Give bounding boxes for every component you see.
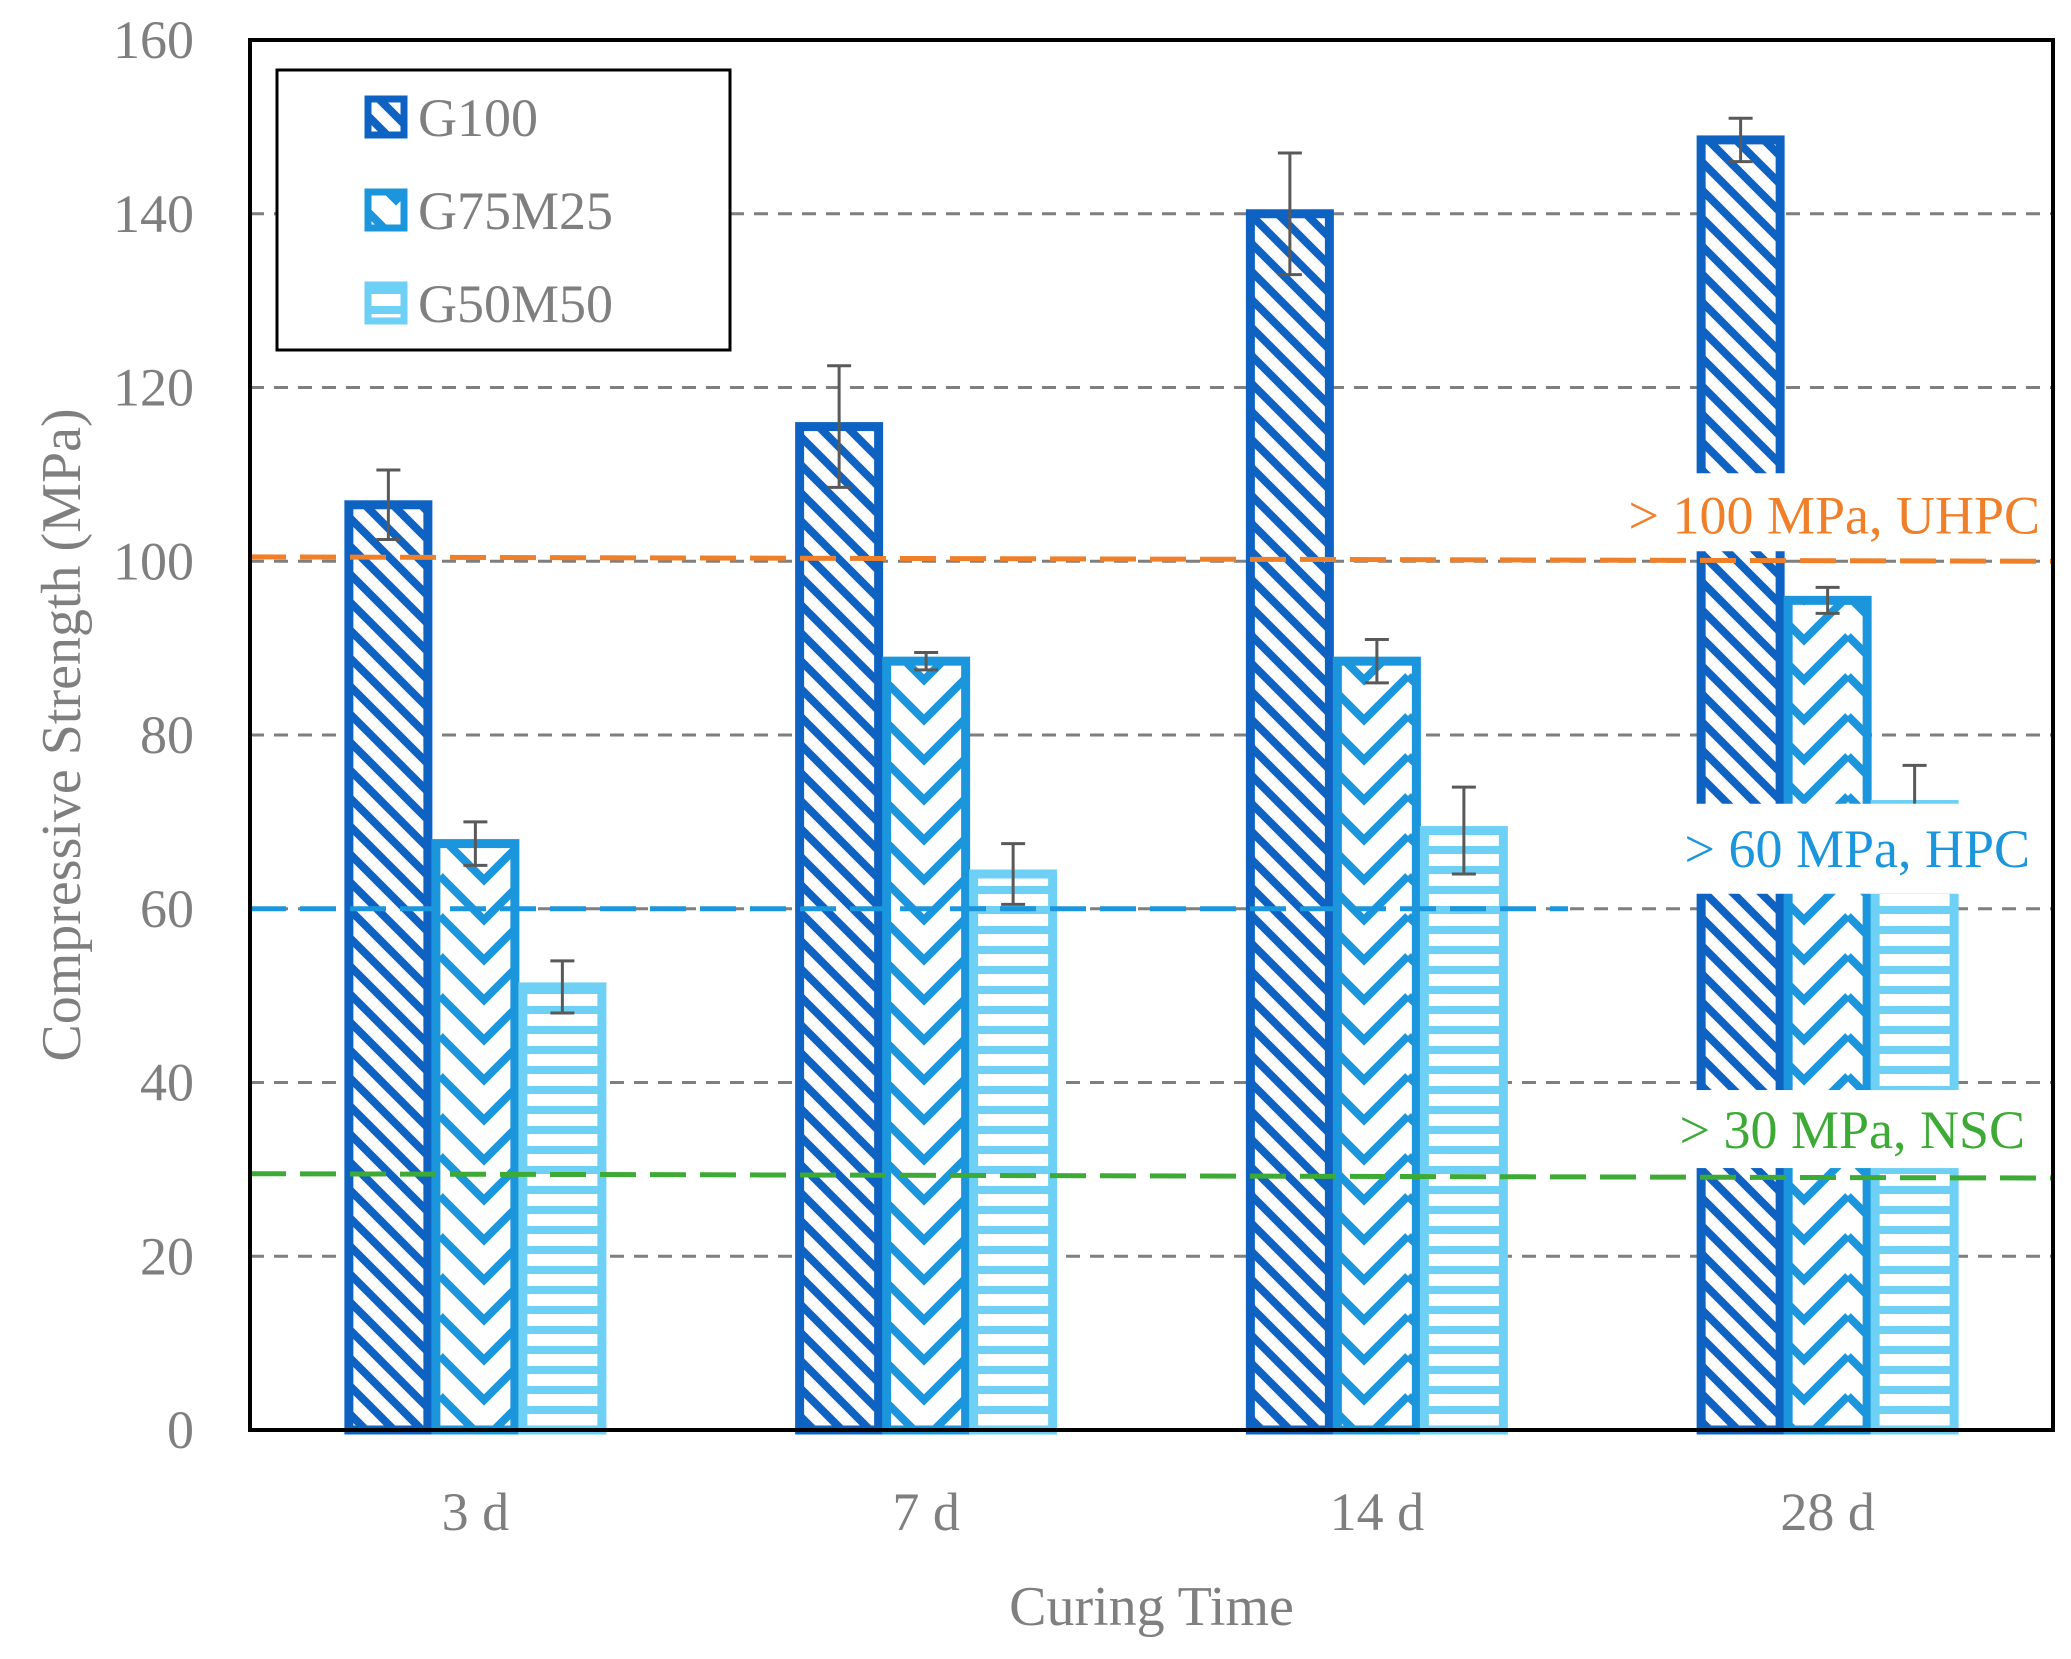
legend-swatch-g50m50 — [364, 281, 408, 325]
y-tick-label: 60 — [140, 879, 194, 939]
x-tick-label: 28 d — [1780, 1482, 1875, 1542]
x-tick-labels: 3 d 7 d 14 d 28 d — [442, 1482, 1875, 1542]
bar-g75m25-3 — [1783, 595, 1872, 1435]
reference-lines: > 100 MPa, UHPC > 60 MPa, HPC > 30 MPa, NS… — [249, 473, 2054, 1181]
bar-g75m25-0 — [431, 839, 520, 1435]
legend-box — [275, 68, 732, 352]
reference-line — [249, 554, 2054, 564]
y-tick-label: 20 — [140, 1226, 194, 1286]
reference-label-bg — [1495, 473, 2050, 552]
legend-label: G75M25 — [418, 181, 613, 241]
reference-line — [249, 1171, 2054, 1181]
bar-g100-0 — [344, 500, 433, 1435]
y-tick-labels: 0 20 40 60 80 100 120 140 160 — [113, 10, 194, 1460]
bar-g50m50-2 — [1419, 826, 1508, 1435]
legend-label: G100 — [418, 88, 538, 148]
reference-label: > 30 MPa, NSC — [1679, 1100, 2025, 1160]
x-tick-label: 14 d — [1330, 1482, 1425, 1542]
bar-g100-1 — [795, 422, 884, 1435]
legend-label: G50M50 — [418, 274, 613, 334]
legend-swatch-g100 — [364, 95, 408, 139]
y-tick-label: 0 — [167, 1400, 194, 1460]
bar-g100-2 — [1245, 209, 1334, 1435]
y-tick-label: 80 — [140, 705, 194, 765]
bar-g50m50-0 — [518, 982, 607, 1435]
y-axis-title: Compressive Strength (MPa) — [31, 408, 93, 1061]
bar-g75m25-2 — [1332, 656, 1421, 1435]
x-tick-label: 7 d — [892, 1482, 960, 1542]
legend-swatch-g75m25 — [364, 188, 408, 232]
reference-label: > 100 MPa, UHPC — [1628, 485, 2040, 545]
reference-label-bg — [1595, 803, 2050, 894]
bar-g50m50-1 — [969, 869, 1058, 1435]
y-tick-label: 160 — [113, 10, 194, 70]
reference-label-bg — [1590, 1090, 2040, 1169]
y-tick-label: 100 — [113, 531, 194, 591]
bar-g100-3 — [1696, 135, 1785, 1435]
y-tick-label: 40 — [140, 1053, 194, 1113]
x-tick-label: 3 d — [442, 1482, 510, 1542]
bar-g75m25-1 — [882, 656, 971, 1435]
x-axis-title: Curing Time — [1009, 1576, 1294, 1638]
y-tick-label: 140 — [113, 184, 194, 244]
plot-frame — [248, 38, 2055, 1432]
legend: G100 G75M25 G50M50 — [275, 68, 732, 352]
reference-label: > 60 MPa, HPC — [1684, 819, 2030, 879]
y-tick-label: 120 — [113, 358, 194, 418]
